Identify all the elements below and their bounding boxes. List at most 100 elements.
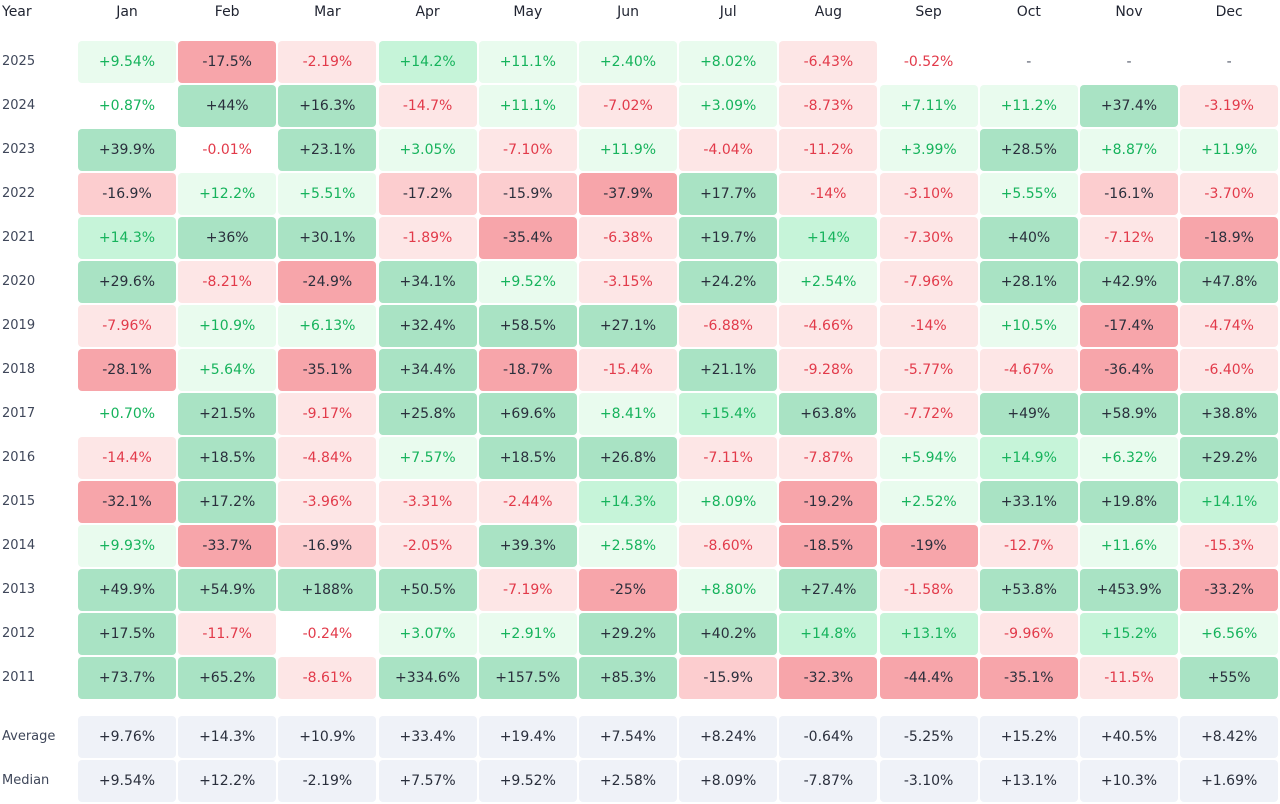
heatmap-cell: +24.2% <box>679 261 778 303</box>
heatmap-cell: -2.44% <box>478 481 577 523</box>
heatmap-cell: +8.87% <box>1080 129 1178 171</box>
heatmap-cell: +21.5% <box>178 393 277 435</box>
heatmap-cell: -4.66% <box>779 305 878 347</box>
average-cell: -5.25% <box>879 716 978 758</box>
heatmap-cell: -7.30% <box>879 217 978 259</box>
heatmap-cell: -18.9% <box>1180 217 1279 259</box>
heatmap-cell: -3.31% <box>378 481 477 523</box>
heatmap-cell: +69.6% <box>478 393 577 435</box>
heatmap-cell: - <box>1026 54 1032 70</box>
heatmap-cell: +49% <box>979 393 1078 435</box>
heatmap-cell: +29.2% <box>579 613 677 655</box>
heatmap-cell: +15.4% <box>679 393 778 435</box>
year-column-header: Year <box>2 4 32 20</box>
month-header-aug: Aug <box>814 4 843 20</box>
heatmap-cell: -3.10% <box>879 173 978 215</box>
heatmap-cell: +14.3% <box>579 481 677 523</box>
heatmap-cell: +3.05% <box>378 129 477 171</box>
heatmap-cell: +14.2% <box>378 41 477 83</box>
heatmap-cell: +19.8% <box>1080 481 1178 523</box>
heatmap-cell: +3.99% <box>879 129 978 171</box>
year-label: 2015 <box>2 494 36 509</box>
heatmap-cell: -19% <box>879 525 978 567</box>
heatmap-cell: +157.5% <box>478 657 577 699</box>
heatmap-cell: +334.6% <box>378 657 477 699</box>
heatmap-cell: -11.5% <box>1080 657 1178 699</box>
heatmap-cell: +11.1% <box>478 85 577 127</box>
heatmap-cell: -33.7% <box>178 525 277 567</box>
heatmap-cell: +18.5% <box>478 437 577 479</box>
heatmap-cell: +11.2% <box>979 85 1078 127</box>
median-cell: -2.19% <box>278 760 377 802</box>
heatmap-cell: -7.02% <box>579 85 677 127</box>
heatmap-cell: +29.2% <box>1180 437 1279 479</box>
heatmap-cell: -4.67% <box>979 349 1078 391</box>
heatmap-cell: -17.4% <box>1080 305 1178 347</box>
heatmap-cell: +23.1% <box>278 129 377 171</box>
heatmap-cell: -3.15% <box>579 261 677 303</box>
average-cell: +19.4% <box>478 716 577 758</box>
median-cell: +1.69% <box>1180 760 1279 802</box>
heatmap-cell: +12.2% <box>178 173 277 215</box>
heatmap-cell: +7.57% <box>378 437 477 479</box>
heatmap-cell: -36.4% <box>1080 349 1178 391</box>
heatmap-cell: +18.5% <box>178 437 277 479</box>
heatmap-cell: -18.7% <box>478 349 577 391</box>
year-label: 2016 <box>2 450 36 465</box>
heatmap-cell: +28.5% <box>979 129 1078 171</box>
heatmap-cell: +34.1% <box>378 261 477 303</box>
heatmap-cell: +49.9% <box>78 569 176 611</box>
heatmap-cell: -9.96% <box>979 613 1078 655</box>
heatmap-cell: +2.54% <box>779 261 878 303</box>
heatmap-cell: -8.61% <box>278 657 377 699</box>
heatmap-cell: +39.3% <box>478 525 577 567</box>
heatmap-cell: +5.94% <box>879 437 978 479</box>
heatmap-cell: +5.55% <box>979 173 1078 215</box>
month-header-feb: Feb <box>214 4 240 20</box>
heatmap-cell: +453.9% <box>1080 569 1178 611</box>
average-row-label: Average <box>2 729 56 744</box>
heatmap-cell: -0.52% <box>903 54 954 70</box>
heatmap-cell: +9.52% <box>478 261 577 303</box>
heatmap-cell: -7.96% <box>879 261 978 303</box>
heatmap-cell: +9.93% <box>78 525 176 567</box>
heatmap-cell: +7.11% <box>879 85 978 127</box>
year-label: 2021 <box>2 230 36 245</box>
heatmap-cell: +40% <box>979 217 1078 259</box>
heatmap-cell: -7.10% <box>478 129 577 171</box>
heatmap-cell: +32.4% <box>378 305 477 347</box>
heatmap-cell: +2.52% <box>879 481 978 523</box>
median-cell: +9.52% <box>478 760 577 802</box>
heatmap-cell: -1.89% <box>378 217 477 259</box>
heatmap-cell: +8.02% <box>679 41 778 83</box>
heatmap-cell: -6.43% <box>779 41 878 83</box>
heatmap-cell: - <box>1126 54 1132 70</box>
heatmap-cell: -17.5% <box>178 41 277 83</box>
heatmap-cell: -15.9% <box>679 657 778 699</box>
heatmap-cell: +17.7% <box>679 173 778 215</box>
heatmap-cell: +2.40% <box>579 41 677 83</box>
heatmap-cell: +33.1% <box>979 481 1078 523</box>
heatmap-cell: +36% <box>178 217 277 259</box>
heatmap-cell: +54.9% <box>178 569 277 611</box>
month-header-mar: Mar <box>314 4 341 20</box>
heatmap-cell: -3.70% <box>1180 173 1279 215</box>
year-label: 2014 <box>2 538 36 553</box>
heatmap-cell: +5.51% <box>278 173 377 215</box>
year-label: 2023 <box>2 142 36 157</box>
year-label: 2018 <box>2 362 36 377</box>
heatmap-cell: +6.13% <box>278 305 377 347</box>
heatmap-cell: +9.54% <box>78 41 176 83</box>
heatmap-cell: -44.4% <box>879 657 978 699</box>
heatmap-cell: +2.91% <box>478 613 577 655</box>
heatmap-cell: +11.9% <box>579 129 677 171</box>
heatmap-cell: -4.84% <box>278 437 377 479</box>
heatmap-cell: +44% <box>178 85 277 127</box>
heatmap-cell: +65.2% <box>178 657 277 699</box>
year-label: 2012 <box>2 626 36 641</box>
heatmap-cell: -11.7% <box>178 613 277 655</box>
heatmap-cell: +27.1% <box>579 305 677 347</box>
median-cell: -7.87% <box>779 760 878 802</box>
heatmap-cell: -1.58% <box>879 569 978 611</box>
